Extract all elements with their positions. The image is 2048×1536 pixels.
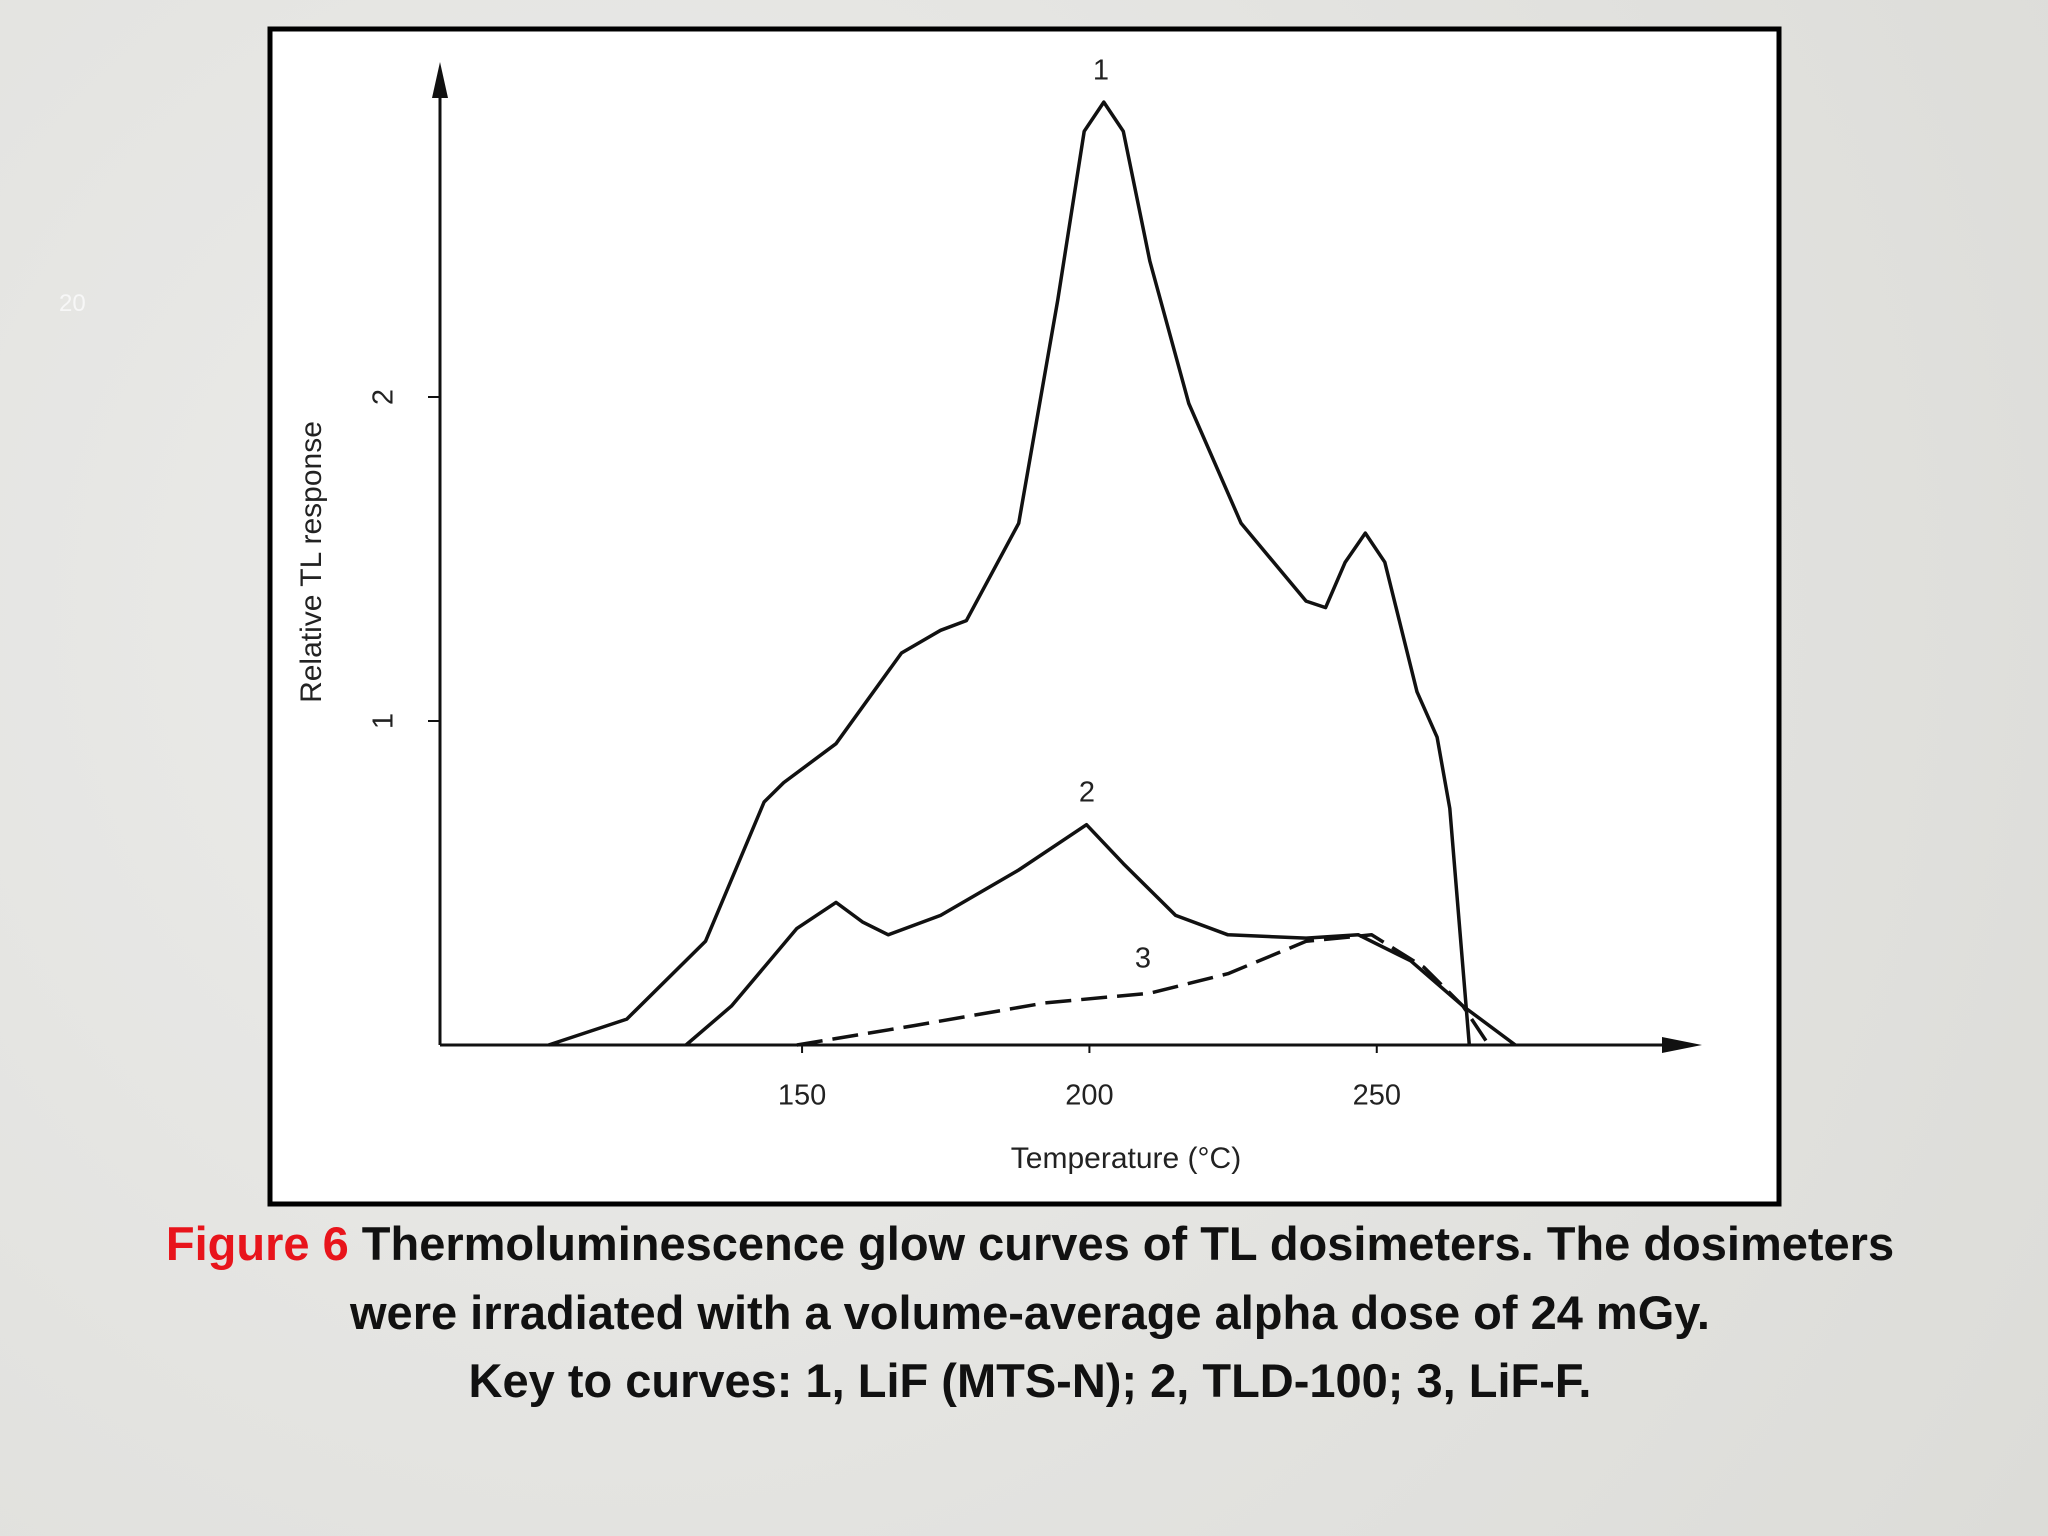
y-axis-arrow xyxy=(432,62,448,98)
x-tick-label: 250 xyxy=(1353,1080,1401,1112)
y-tick-label: 2 xyxy=(368,389,400,405)
caption-line: were irradiated with a volume-average al… xyxy=(349,1286,1710,1339)
caption-line: Key to curves: 1, LiF (MTS-N); 2, TLD-10… xyxy=(469,1354,1592,1407)
curve xyxy=(684,822,1517,1047)
caption-text: Thermoluminescence glow curves of TL dos… xyxy=(362,1217,1894,1270)
y-tick-label: 1 xyxy=(368,713,400,729)
x-tick-label: 200 xyxy=(1065,1080,1113,1112)
curve-label: 2 xyxy=(1079,777,1095,809)
caption-label: Figure 6 xyxy=(166,1217,349,1270)
curve xyxy=(796,933,1491,1047)
caption-line: Figure 6 Thermoluminescence glow curves … xyxy=(166,1217,1894,1270)
x-axis-title: Temperature (°C) xyxy=(1011,1142,1241,1175)
slide-number: 20 xyxy=(59,290,86,317)
x-axis-arrow xyxy=(1662,1037,1702,1053)
y-axis-title: Relative TL response xyxy=(295,421,328,703)
x-tick-label: 150 xyxy=(778,1080,826,1112)
curve-label: 1 xyxy=(1093,55,1109,87)
curve xyxy=(548,100,1472,1047)
curve-label: 3 xyxy=(1135,943,1151,975)
chart-frame xyxy=(267,26,1782,1207)
